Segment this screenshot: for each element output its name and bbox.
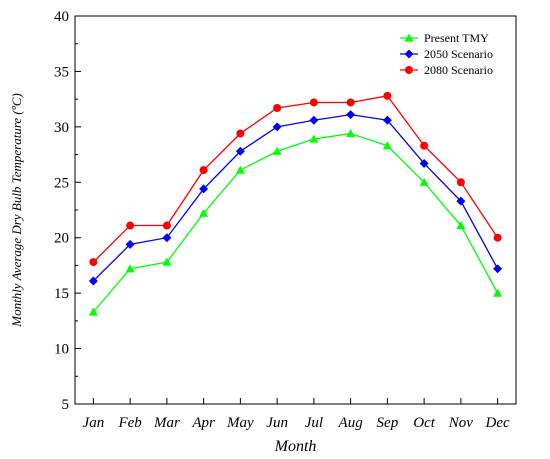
data-point [346,129,356,138]
series-group [89,91,502,267]
data-point [273,104,282,113]
data-point [89,258,98,267]
data-point [199,184,209,194]
y-axis: 5 10 15 20 25 30 35 40 [54,9,81,413]
data-point [493,288,503,297]
data-point [419,177,429,186]
x-axis: Jan Feb Mar Apr May Jun Jul Aug Sep Oct Nov Dec [83,398,510,431]
y-tick-label: 25 [54,175,69,191]
x-tick-label: Mar [153,415,180,431]
x-tick-label: Apr [191,415,215,431]
data-point [272,146,282,155]
data-point [493,264,503,274]
y-tick-label: 30 [54,120,69,136]
series-line [92,132,499,313]
x-axis-title: Month [274,438,317,455]
y-tick-label: 40 [54,9,69,25]
series-line [92,114,499,282]
data-point [309,115,319,125]
data-point [88,307,98,316]
legend-marker [405,66,413,74]
data-point [383,91,392,100]
data-point [125,264,135,273]
x-tick-label: Nov [448,415,474,431]
data-point [125,239,135,249]
plot-area [74,15,517,405]
x-tick-label: Feb [117,415,142,431]
data-point [236,129,245,138]
legend-label: Present TMY [424,31,489,45]
data-point [235,146,245,156]
series-line [92,95,499,263]
legend: Present TMY 2050 Scenario 2080 Scenario [400,31,493,77]
x-tick-label: Oct [413,415,435,431]
data-point [456,178,465,187]
y-tick-label: 35 [54,64,69,80]
data-point [199,166,208,175]
data-point [162,221,171,230]
x-tick-label: Sep [377,415,399,431]
data-point [420,141,429,150]
x-tick-label: Jul [305,415,323,431]
data-point [419,158,429,168]
y-tick-label: 5 [62,397,70,413]
data-point [346,110,356,120]
series-layer [88,91,503,316]
data-point [382,115,392,125]
data-point [346,98,355,107]
data-point [272,122,282,132]
data-point [309,134,319,143]
x-tick-label: Jun [266,415,288,431]
legend-marker [404,49,414,59]
data-point [235,165,245,174]
data-point [162,233,172,243]
data-point [456,221,466,230]
x-tick-label: Jan [83,415,105,431]
data-point [456,196,466,206]
y-tick-label: 15 [54,286,69,302]
data-point [309,98,318,107]
legend-marker [404,33,414,42]
legend-label: 2050 Scenario [424,47,493,61]
y-tick-label: 20 [54,231,69,247]
y-tick-label: 10 [54,342,69,358]
y-axis-title: Monthly Average Dry Bulb Temperature (ºC… [9,93,24,328]
legend-label: 2080 Scenario [424,63,493,77]
data-point [162,257,172,266]
data-point [126,221,135,230]
data-point [88,276,98,286]
data-point [493,233,502,242]
data-point [199,208,209,217]
x-tick-label: May [226,415,254,431]
series-group [88,110,503,286]
data-point [382,141,392,150]
x-tick-label: Dec [485,415,510,431]
series-group [88,129,503,316]
x-tick-label: Aug [338,415,364,431]
